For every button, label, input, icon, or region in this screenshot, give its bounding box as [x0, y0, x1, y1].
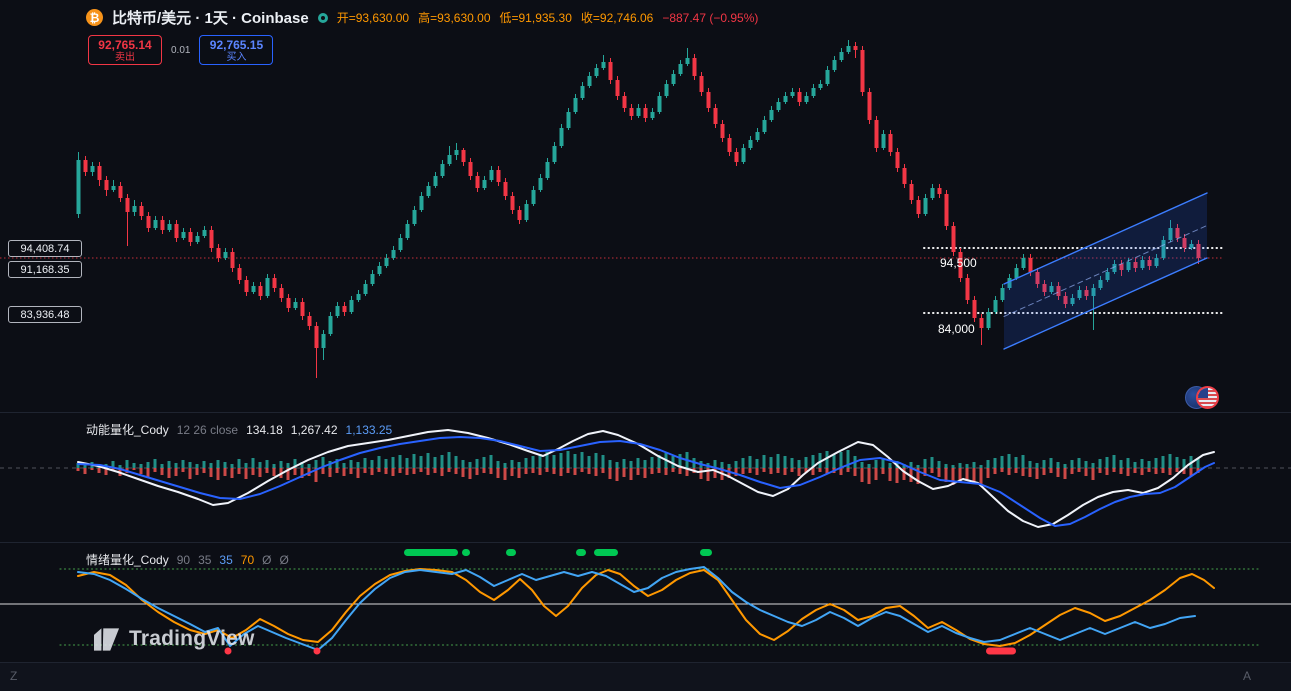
price-label-83936[interactable]: 83,936.48: [8, 306, 82, 323]
channel-drawing: [1004, 193, 1207, 349]
level-label-94500: 94,500: [940, 256, 977, 270]
momentum-params: 12 26 close: [177, 423, 238, 437]
sentiment-param-5: Ø: [262, 553, 271, 567]
flag-circle-icon: [1196, 386, 1219, 409]
market-status-dot: [318, 13, 328, 23]
sentiment-param-3: 35: [219, 553, 232, 567]
buy-price: 92,765.15: [210, 38, 263, 52]
tradingview-watermark: TradingView: [94, 627, 255, 651]
corner-letter-left: Z: [10, 669, 17, 683]
corner-letter-right: A: [1243, 669, 1251, 683]
momentum-header: 动能量化_Cody 12 26 close 134.18 1,267.42 1,…: [86, 421, 392, 438]
price-label-91168[interactable]: 91,168.35: [8, 261, 82, 278]
sentiment-param-2: 35: [198, 553, 211, 567]
macd-histogram: [77, 450, 1200, 486]
spread-value: 0.01: [171, 45, 190, 56]
ohlc-high: 高=93,630.00: [418, 9, 490, 26]
ohlc-open: 开=93,630.00: [337, 9, 409, 26]
watermark-text: TradingView: [129, 627, 255, 651]
sell-price: 92,765.14: [98, 38, 151, 52]
level-label-84000: 84,000: [938, 322, 975, 336]
momentum-title[interactable]: 动能量化_Cody: [86, 421, 169, 438]
chart-header: ₿ 比特币/美元 · 1天 · Coinbase 开=93,630.00 高=9…: [86, 7, 758, 28]
sentiment-param-6: Ø: [279, 553, 288, 567]
sell-signal-dots: [225, 648, 1017, 655]
sentiment-title[interactable]: 情绪量化_Cody: [86, 551, 169, 568]
momentum-value-3: 1,133.25: [346, 423, 393, 437]
momentum-value-1: 134.18: [246, 423, 283, 437]
buy-signal-dots: [404, 549, 712, 556]
ohlc-close: 收=92,746.06: [581, 9, 653, 26]
buy-label: 买入: [226, 52, 246, 63]
symbol-title[interactable]: 比特币/美元 · 1天 · Coinbase: [112, 7, 309, 28]
ohlc-low: 低=91,935.30: [500, 9, 572, 26]
sentiment-param-4: 70: [241, 553, 254, 567]
trade-buttons-row: 92,765.14 卖出 0.01 92,765.15 买入: [88, 35, 273, 65]
tradingview-app: ₿ 比特币/美元 · 1天 · Coinbase 开=93,630.00 高=9…: [0, 0, 1291, 691]
tradingview-logo-icon: [94, 628, 120, 651]
sell-label: 卖出: [115, 52, 135, 63]
sentiment-header: 情绪量化_Cody 90 35 35 70 Ø Ø: [86, 551, 289, 568]
us-flag-icon[interactable]: [1185, 385, 1221, 411]
sentiment-param-1: 90: [177, 553, 190, 567]
sell-button[interactable]: 92,765.14 卖出: [88, 35, 162, 65]
price-change: −887.47 (−0.95%): [662, 11, 758, 25]
price-label-94408[interactable]: 94,408.74: [8, 240, 82, 257]
bitcoin-icon: ₿: [86, 9, 103, 26]
macd-lines: [78, 430, 1214, 527]
buy-button[interactable]: 92,765.15 买入: [199, 35, 273, 65]
momentum-value-2: 1,267.42: [291, 423, 338, 437]
bottom-bar: [0, 663, 1291, 691]
